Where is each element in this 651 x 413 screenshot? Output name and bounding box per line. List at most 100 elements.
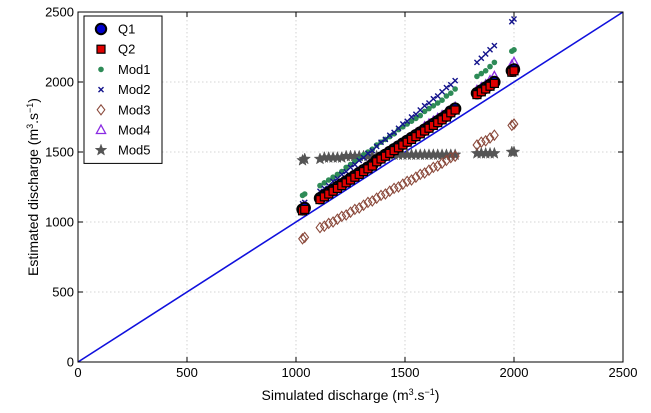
point-mod3 <box>415 168 425 181</box>
point-mod2 <box>399 121 406 127</box>
x-tick-label: 0 <box>74 365 81 380</box>
point-mod3 <box>420 167 430 179</box>
point-q2 <box>450 105 460 115</box>
legend-marker-mod1 <box>98 66 104 73</box>
point-mod3 <box>485 132 495 144</box>
point-mod2 <box>356 157 363 164</box>
point-mod2 <box>421 102 428 109</box>
point-mod3 <box>363 196 373 209</box>
point-mod5 <box>507 145 521 158</box>
point-mod1 <box>413 115 419 122</box>
point-mod1 <box>386 133 393 140</box>
point-mod1 <box>482 68 489 74</box>
point-mod3 <box>424 164 434 177</box>
point-mod3 <box>359 199 369 212</box>
point-mod2 <box>473 59 480 66</box>
point-mod2 <box>417 107 424 113</box>
point-mod3 <box>509 118 519 130</box>
legend-label: Q2 <box>118 42 135 57</box>
point-mod3 <box>433 160 443 172</box>
point-mod2 <box>351 161 358 168</box>
point-mod3 <box>315 221 325 234</box>
y-axis-label: Estimated discharge (m3.s−1) <box>25 98 41 276</box>
point-mod2 <box>434 93 441 99</box>
point-mod2 <box>364 150 371 157</box>
legend-marker-mod4 <box>95 123 107 135</box>
data-points <box>296 16 521 245</box>
point-mod1 <box>478 70 485 77</box>
point-mod3 <box>328 216 338 228</box>
legend-marker-mod3 <box>96 103 106 116</box>
x-tick-label: 2000 <box>500 365 529 380</box>
point-mod1 <box>452 86 458 92</box>
legend-box <box>83 15 163 164</box>
point-mod1 <box>365 149 371 155</box>
point-mod3 <box>489 129 499 142</box>
legend-item-mod3: Mod3 <box>96 102 151 117</box>
point-mod3 <box>389 182 399 195</box>
point-mod3 <box>402 175 412 188</box>
legend-marker-mod5 <box>94 143 108 156</box>
point-mod3 <box>341 209 351 221</box>
y-tick-label: 500 <box>52 285 74 300</box>
point-mod1 <box>373 142 380 148</box>
legend-item-mod1: Mod1 <box>98 62 151 77</box>
point-mod3 <box>350 203 360 216</box>
point-mod3 <box>507 119 517 132</box>
point-mod3 <box>385 185 395 198</box>
plot-frame <box>77 11 624 363</box>
point-mod2 <box>360 154 367 161</box>
point-mod1 <box>487 63 493 70</box>
y-tick-label: 0 <box>67 355 74 370</box>
series-mod3 <box>298 118 519 245</box>
y-tick-label: 2500 <box>45 5 74 20</box>
point-mod1 <box>430 103 437 109</box>
legend-label: Mod4 <box>118 123 151 138</box>
legend-label: Mod1 <box>118 62 151 77</box>
series-mod5 <box>296 145 521 166</box>
legend: Q1 Q2 Mod1 Mod2 Mod3 Mod4 Mod5 <box>83 15 163 164</box>
point-mod1 <box>321 180 328 186</box>
legend-item-mod5: Mod5 <box>94 143 151 158</box>
point-mod3 <box>332 213 342 226</box>
x-tick-label: 2500 <box>609 365 638 380</box>
point-mod2 <box>487 46 494 53</box>
legend-label: Mod5 <box>118 143 151 158</box>
point-mod3 <box>376 189 386 202</box>
point-mod2 <box>395 125 402 132</box>
legend-label: Mod2 <box>118 82 151 97</box>
point-q2 <box>489 78 499 89</box>
legend-marker-q1 <box>94 22 108 36</box>
point-mod3 <box>300 231 310 244</box>
legend-marker-q2 <box>96 44 106 54</box>
point-mod1 <box>356 156 363 162</box>
point-q2 <box>300 204 310 214</box>
point-mod3 <box>411 171 421 184</box>
point-mod2 <box>391 129 398 136</box>
series-q2 <box>297 66 519 216</box>
point-mod3 <box>446 151 456 164</box>
point-mod3 <box>393 181 403 193</box>
point-mod2 <box>452 77 459 84</box>
legend-label: Mod3 <box>118 102 151 117</box>
point-mod3 <box>354 202 364 214</box>
point-mod1 <box>443 93 450 99</box>
point-mod2 <box>378 139 385 146</box>
legend-marker-mod2 <box>98 86 104 93</box>
legend-item-q1: Q1 <box>94 22 135 37</box>
point-mod1 <box>325 177 332 183</box>
point-mod2 <box>430 95 437 102</box>
y-tick-label: 1500 <box>45 145 74 160</box>
point-mod3 <box>398 178 408 191</box>
point-mod2 <box>482 51 489 57</box>
point-mod2 <box>408 114 415 120</box>
point-mod2 <box>447 81 454 88</box>
x-axis-label: Simulated discharge (m3.s−1) <box>262 387 440 403</box>
y-tick-label: 1000 <box>45 215 74 230</box>
point-mod1 <box>317 182 323 189</box>
point-mod1 <box>511 47 517 53</box>
point-mod5 <box>487 146 501 159</box>
point-q2 <box>509 66 519 76</box>
point-mod3 <box>346 206 355 219</box>
